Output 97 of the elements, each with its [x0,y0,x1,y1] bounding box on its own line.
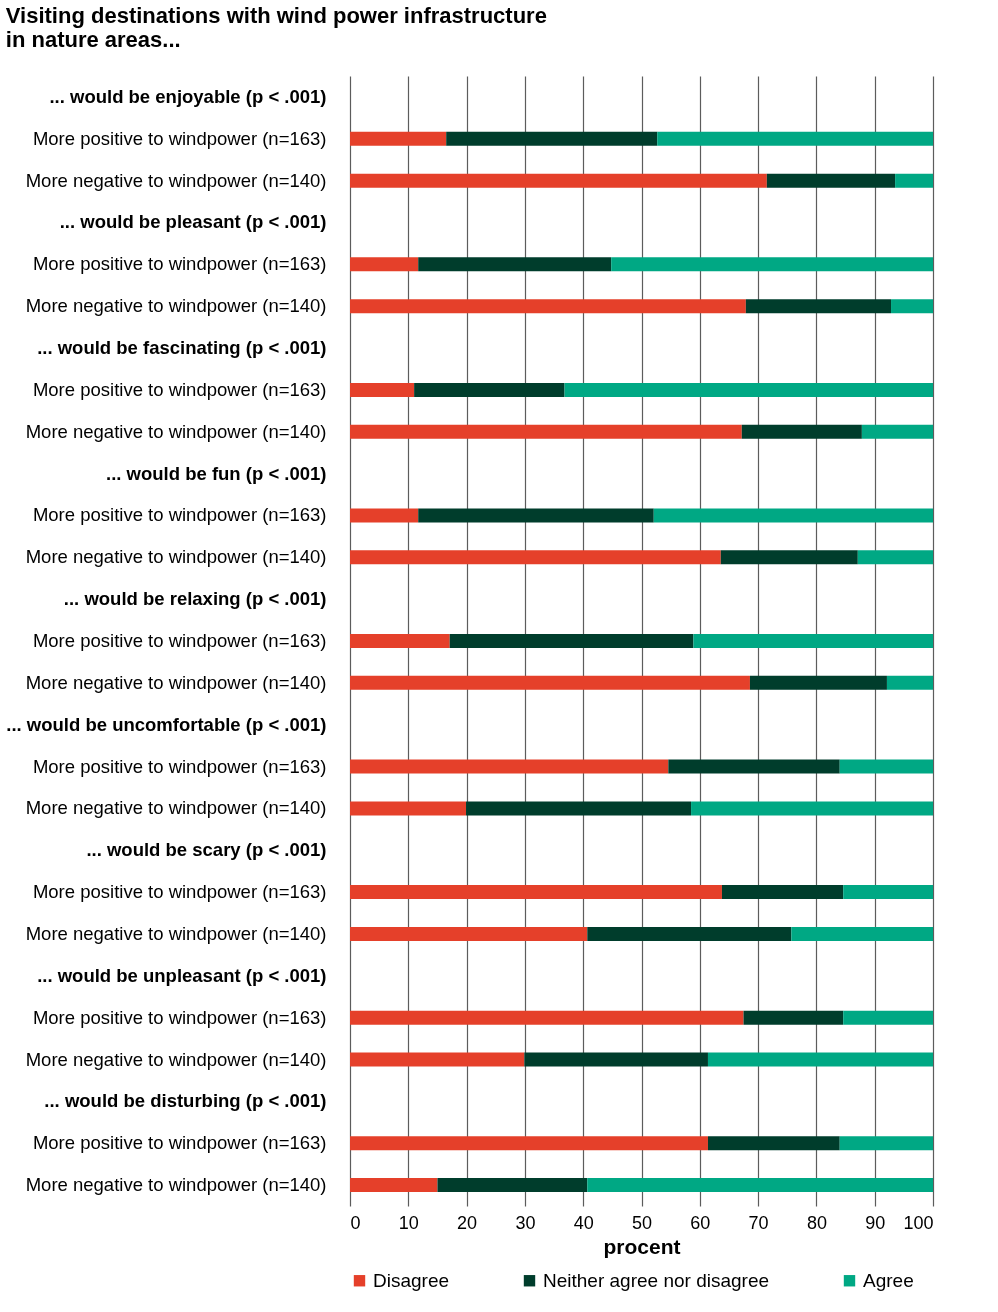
x-tick-label: 50 [631,1212,653,1233]
y-tick-label: More positive to windpower (n=163) [32,881,327,903]
bar [895,173,933,188]
bar [668,759,840,774]
bar [587,926,792,941]
y-tick-label: More positive to windpower (n=163) [32,504,327,526]
y-tick-label: More positive to windpower (n=163) [32,1006,327,1028]
bar [745,299,892,314]
y-tick-label: More negative to windpower (n=140) [25,420,327,442]
y-tick-label: ... would be uncomfortable (p < .001) [6,713,327,735]
bar [749,675,887,690]
bar [350,424,742,439]
x-tick-label: 80 [806,1212,827,1233]
y-tick-label: ... would be fascinating (p < .001) [37,337,327,359]
bar [653,508,933,523]
y-tick-label: More negative to windpower (n=140) [25,169,327,191]
bar [350,759,669,774]
x-axis-title: procent [603,1234,681,1258]
y-tick-label: ... would be fun (p < .001) [106,462,327,484]
bar [839,1136,933,1151]
bar [587,1178,933,1193]
y-tick-label: ... would be disturbing (p < .001) [44,1090,327,1112]
x-tick-label: 90 [865,1212,886,1233]
bar [861,424,933,439]
y-tick-label: More negative to windpower (n=140) [25,1048,327,1070]
bar [721,885,844,900]
legend-label: Agree [863,1269,914,1291]
x-tick-label: 40 [573,1212,594,1233]
bar [350,550,721,565]
bar [707,1052,933,1067]
bar [350,299,746,314]
x-tick-label: 100 [903,1212,934,1233]
bar [707,1136,840,1151]
y-tick-label: ... would be relaxing (p < .001) [63,588,327,610]
x-tick-label: 60 [690,1212,711,1233]
bar [791,926,933,941]
bar [437,1178,588,1193]
y-tick-label: ... would be enjoyable (p < .001) [49,85,327,107]
legend-label: Neither agree nor disagree [543,1269,770,1291]
bar [350,885,722,900]
bar [350,634,450,648]
y-tick-label: More negative to windpower (n=140) [25,797,327,819]
bar [350,1178,438,1193]
bar [564,382,933,397]
bar [657,131,933,146]
chart-title: Visiting destinations with wind power infrastructure in nature areas... [5,3,547,52]
bar [741,424,862,439]
y-tick-label: More negative to windpower (n=140) [25,1174,327,1196]
y-tick-label: More negative to windpower (n=140) [25,671,327,693]
y-tick-label: More negative to windpower (n=140) [25,546,327,568]
bar [766,173,896,188]
y-tick-label: More positive to windpower (n=163) [32,1132,327,1154]
bar [524,1052,708,1067]
bar [350,173,767,188]
bar [350,926,588,941]
bar [891,299,933,314]
bar [466,801,692,816]
bar [839,759,933,774]
bar [414,382,565,397]
y-tick-label: More negative to windpower (n=140) [25,922,327,944]
bar [350,1136,708,1151]
bar [350,801,467,816]
y-tick-label: More positive to windpower (n=163) [32,755,327,777]
bar [350,382,415,397]
bar [843,885,933,900]
bar [691,801,933,816]
y-tick-label: More positive to windpower (n=163) [32,127,327,149]
y-tick-label: ... would be pleasant (p < .001) [59,211,327,233]
bar [743,1010,844,1025]
bar [449,634,694,648]
bar [720,550,858,565]
bar [350,1010,744,1025]
bar [418,508,654,523]
x-tick-label: 70 [748,1212,769,1233]
bar [446,131,658,146]
bar [350,257,419,272]
x-tick-label: 30 [515,1212,536,1233]
bar [693,634,933,648]
x-tick-label: 10 [398,1212,419,1233]
bar [350,675,750,690]
bar [886,675,933,690]
y-tick-label: More positive to windpower (n=163) [32,253,327,275]
x-tick-label: 20 [457,1212,478,1233]
bar [350,1052,525,1067]
y-tick-label: More positive to windpower (n=163) [32,378,327,400]
y-tick-label: More negative to windpower (n=140) [25,295,327,317]
bar [350,508,419,523]
y-tick-label: More positive to windpower (n=163) [32,630,327,651]
bar [843,1010,933,1025]
x-tick-label: 0 [350,1212,361,1233]
y-tick-label: ... would be unpleasant (p < .001) [37,964,327,986]
bar [857,550,933,565]
bar [350,131,447,146]
bar [611,257,933,272]
bar [418,257,612,272]
y-tick-label: ... would be scary (p < .001) [86,839,327,861]
legend-label: Disagree [373,1269,450,1291]
